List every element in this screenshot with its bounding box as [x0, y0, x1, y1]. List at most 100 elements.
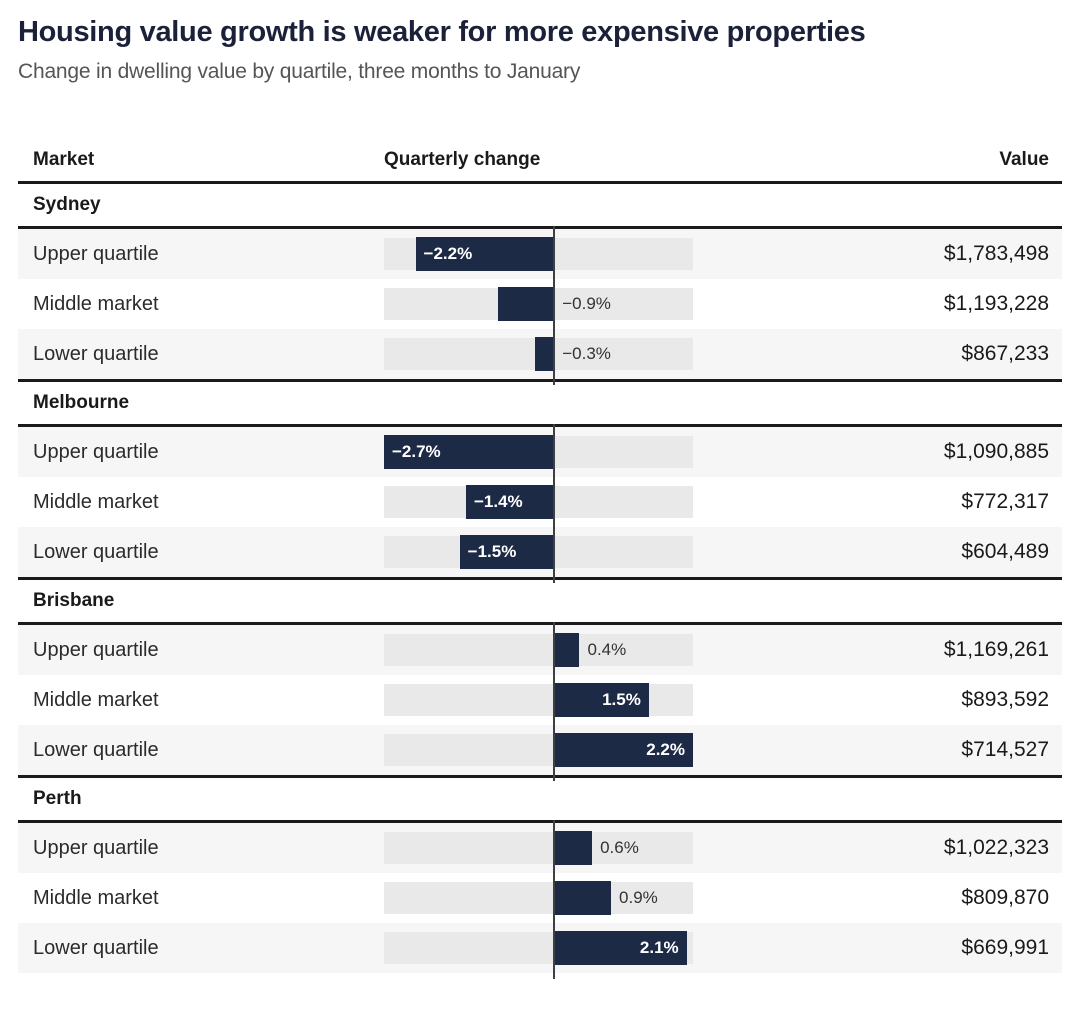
property-value: $714,527 [961, 738, 1049, 762]
bar-track: −2.7% [384, 435, 693, 470]
row-label: Lower quartile [33, 541, 159, 564]
quartile-row: Upper quartile 0.6% $1,022,323 [18, 823, 1062, 874]
change-value-label: 1.5% [602, 690, 641, 710]
quartile-row: Middle market 0.9% $809,870 [18, 873, 1062, 924]
change-value-label: 2.1% [639, 938, 679, 958]
change-bar: 2.2% [554, 733, 693, 768]
bar-track: −2.2% [384, 237, 693, 272]
change-value-label: −0.9% [562, 294, 611, 314]
row-label: Middle market [33, 689, 159, 712]
column-header-market: Market [33, 149, 95, 171]
change-bar [497, 287, 555, 322]
change-bar: −1.5% [459, 535, 555, 570]
chart-title: Housing value growth is weaker for more … [18, 16, 866, 48]
market-group-header: Perth [18, 778, 1062, 824]
change-value-label: 0.6% [600, 838, 639, 858]
row-label: Lower quartile [33, 937, 159, 960]
property-value: $867,233 [961, 342, 1049, 366]
quartile-row: Lower quartile −1.5% $604,489 [18, 527, 1062, 578]
quartile-row: Middle market −0.9% $1,193,228 [18, 279, 1062, 330]
market-name: Melbourne [33, 392, 130, 414]
market-name: Sydney [33, 194, 101, 216]
bar-track: 0.9% [384, 881, 693, 916]
row-label: Middle market [33, 887, 159, 910]
change-value-label: −1.4% [473, 492, 523, 512]
market-name: Brisbane [33, 590, 115, 612]
bar-track: −1.4% [384, 485, 693, 520]
market-group-header: Melbourne [18, 382, 1062, 428]
property-value: $893,592 [961, 688, 1049, 712]
property-value: $772,317 [961, 490, 1049, 514]
bar-track: 2.2% [384, 733, 693, 768]
change-bar: 1.5% [554, 683, 649, 718]
change-bar [554, 831, 593, 866]
property-value: $1,193,228 [943, 292, 1049, 316]
quartile-row: Upper quartile 0.4% $1,169,261 [18, 625, 1062, 676]
bar-track: 2.1% [384, 931, 693, 966]
market-group: Sydney Upper quartile −2.2% $1,783,498 Middl… [18, 184, 1062, 386]
change-value-label: −2.2% [423, 244, 473, 264]
bar-track: −1.5% [384, 535, 693, 570]
row-label: Middle market [33, 293, 159, 316]
property-value: $1,022,323 [943, 836, 1049, 860]
column-header-quarterly-change: Quarterly change [384, 149, 541, 171]
change-value-label: −2.7% [392, 442, 441, 462]
quartile-row: Upper quartile −2.2% $1,783,498 [18, 229, 1062, 280]
bar-track: −0.9% [384, 287, 693, 322]
property-value: $1,169,261 [943, 638, 1049, 662]
property-value: $1,090,885 [943, 440, 1049, 464]
row-label: Upper quartile [33, 639, 159, 662]
zero-axis-line [553, 226, 555, 386]
quartile-row: Middle market −1.4% $772,317 [18, 477, 1062, 528]
market-rows: Upper quartile 0.6% $1,022,323 Middle marke… [18, 820, 1062, 980]
row-label: Upper quartile [33, 243, 159, 266]
table-header: Market Quarterly change Value [18, 138, 1062, 185]
property-value: $1,783,498 [943, 242, 1049, 266]
change-bar: −2.2% [415, 237, 555, 272]
row-label: Lower quartile [33, 739, 159, 762]
market-name: Perth [33, 788, 82, 810]
change-value-label: 0.9% [619, 888, 658, 908]
row-label: Upper quartile [33, 837, 159, 860]
market-rows: Upper quartile −2.7% $1,090,885 Middle mark… [18, 424, 1062, 584]
column-header-value: Value [999, 149, 1049, 171]
change-bar: 2.1% [554, 931, 687, 966]
market-groups: Sydney Upper quartile −2.2% $1,783,498 Middl… [18, 184, 1062, 980]
bar-track: 0.4% [384, 633, 693, 668]
zero-axis-line [553, 820, 555, 980]
quartile-row: Upper quartile −2.7% $1,090,885 [18, 427, 1062, 478]
zero-axis-line [553, 622, 555, 782]
change-bar: −2.7% [384, 435, 555, 470]
property-value: $669,991 [961, 936, 1049, 960]
change-value-label: 0.4% [587, 640, 627, 660]
change-value-label: −1.5% [467, 542, 517, 562]
bar-track: 0.6% [384, 831, 693, 866]
market-rows: Upper quartile 0.4% $1,169,261 Middle marke… [18, 622, 1062, 782]
row-label: Upper quartile [33, 441, 159, 464]
market-group-header: Sydney [18, 184, 1062, 230]
market-group-header: Brisbane [18, 580, 1062, 626]
row-label: Middle market [33, 491, 159, 514]
change-value-label: −0.3% [562, 344, 611, 364]
change-bar [554, 881, 611, 916]
quartile-row: Middle market 1.5% $893,592 [18, 675, 1062, 726]
quartile-row: Lower quartile 2.1% $669,991 [18, 923, 1062, 974]
quartile-row: Lower quartile 2.2% $714,527 [18, 725, 1062, 776]
market-rows: Upper quartile −2.2% $1,783,498 Middle mark… [18, 226, 1062, 386]
chart-container: Housing value growth is weaker for more … [18, 0, 1062, 980]
quartile-row: Lower quartile −0.3% $867,233 [18, 329, 1062, 380]
change-bar [554, 633, 580, 668]
chart-subtitle: Change in dwelling value by quartile, th… [18, 60, 581, 84]
row-label: Lower quartile [33, 343, 159, 366]
change-bar [535, 337, 555, 372]
market-group: Melbourne Upper quartile −2.7% $1,090,885 Mi… [18, 379, 1062, 584]
market-group: Perth Upper quartile 0.6% $1,022,323 Middle … [18, 775, 1062, 980]
property-value: $809,870 [961, 886, 1049, 910]
change-value-label: 2.2% [646, 740, 685, 760]
property-value: $604,489 [961, 540, 1049, 564]
bar-track: 1.5% [384, 683, 693, 718]
zero-axis-line [553, 424, 555, 584]
bar-track: −0.3% [384, 337, 693, 372]
market-group: Brisbane Upper quartile 0.4% $1,169,261 Midd… [18, 577, 1062, 782]
change-bar: −1.4% [465, 485, 555, 520]
